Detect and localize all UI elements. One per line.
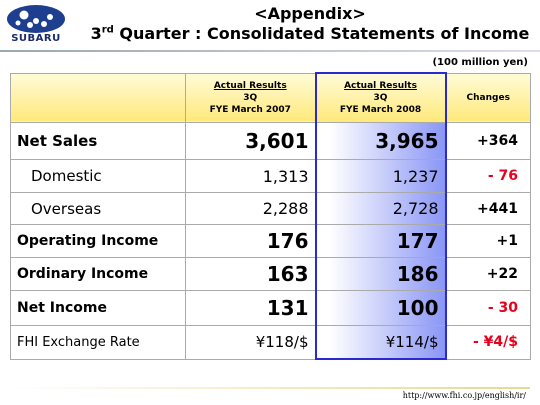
header-line: 3Q [243, 92, 258, 103]
cell: - 76 [445, 159, 531, 193]
cell: 177 [314, 224, 447, 258]
row: Net Sales 3,601 3,965 +364 [10, 122, 531, 160]
rule [0, 50, 540, 52]
cell: - ¥4/$ [445, 325, 531, 360]
table: Actual Results 3Q FYE March 2007 Actual Res… [10, 72, 531, 360]
cell: +22 [445, 257, 531, 291]
cell: ¥114/$ [314, 325, 447, 360]
row: Ordinary Income 163 186 +22 [10, 257, 531, 291]
logo-text: SUBARU [11, 33, 61, 44]
header-line: 3Q [373, 93, 388, 103]
cell: - 30 [445, 290, 531, 326]
header-line: FYE March 2008 [339, 105, 422, 115]
cell: 3,601 [185, 122, 316, 160]
row: Domestic 1,313 1,237- 76 [10, 159, 531, 193]
row-label: Ordinary Income [10, 257, 186, 291]
cell: 131 [185, 290, 316, 326]
header-line: Actual Results [213, 80, 287, 91]
row-label: Domestic [10, 159, 186, 193]
header-cell: Actual Results 3Q FYE March 2007 [185, 72, 316, 123]
row-label: Operating Income [10, 224, 186, 258]
row: FHI Exchange Rate ¥118/$ ¥114/$ - ¥4/$ [10, 325, 531, 360]
cell: +364 [445, 122, 531, 160]
header-cell [10, 72, 186, 123]
row: Overseas 2,288 2,728 +441 [10, 192, 531, 225]
subtitle: <Appendix> [254, 4, 366, 23]
cell: +441 [445, 192, 531, 225]
cell: 1,237 [314, 159, 447, 193]
title-text: Quarter : Consolidated Statements of Inc… [113, 24, 530, 43]
header-cell: Changes [445, 72, 531, 123]
cell: 1,313 [185, 159, 316, 193]
row-label: FHI Exchange Rate [10, 325, 186, 360]
footer-rule [10, 387, 530, 389]
cell: 2,288 [185, 192, 316, 225]
row-label: Net Income [10, 290, 186, 326]
unit: (100 million yen) [432, 57, 528, 68]
logo [7, 5, 65, 33]
row: Operating Income 176 177 +1 [10, 224, 531, 258]
header-line: Changes [466, 92, 510, 103]
header-line: FYE March 2007 [209, 104, 291, 115]
row: Net Income 131 100- 30 [10, 290, 531, 326]
cell: ¥118/$ [185, 325, 316, 360]
title-number: 3 [90, 24, 102, 43]
cell: 186 [314, 257, 447, 291]
header-row: Actual Results 3Q FYE March 2007 Actual Res… [10, 72, 531, 123]
cell: 163 [185, 257, 316, 291]
title: 3rd Quarter : Consolidated Statements of… [80, 24, 540, 43]
header-line: Actual Results [344, 81, 417, 91]
cell: 3,965 [314, 122, 447, 160]
title-ordinal: rd [101, 24, 114, 36]
cell: 2,728 [314, 192, 447, 225]
cell: +1 [445, 224, 531, 258]
cell: 100 [314, 290, 447, 326]
row-label: Net Sales [10, 122, 186, 160]
row-label: Overseas [10, 192, 186, 225]
cell: 176 [185, 224, 316, 258]
footer-url: http://www.fhi.co.jp/english/ir/ [402, 391, 526, 400]
header-cell: Actual Results 3Q FYE March 2008 [314, 72, 447, 123]
